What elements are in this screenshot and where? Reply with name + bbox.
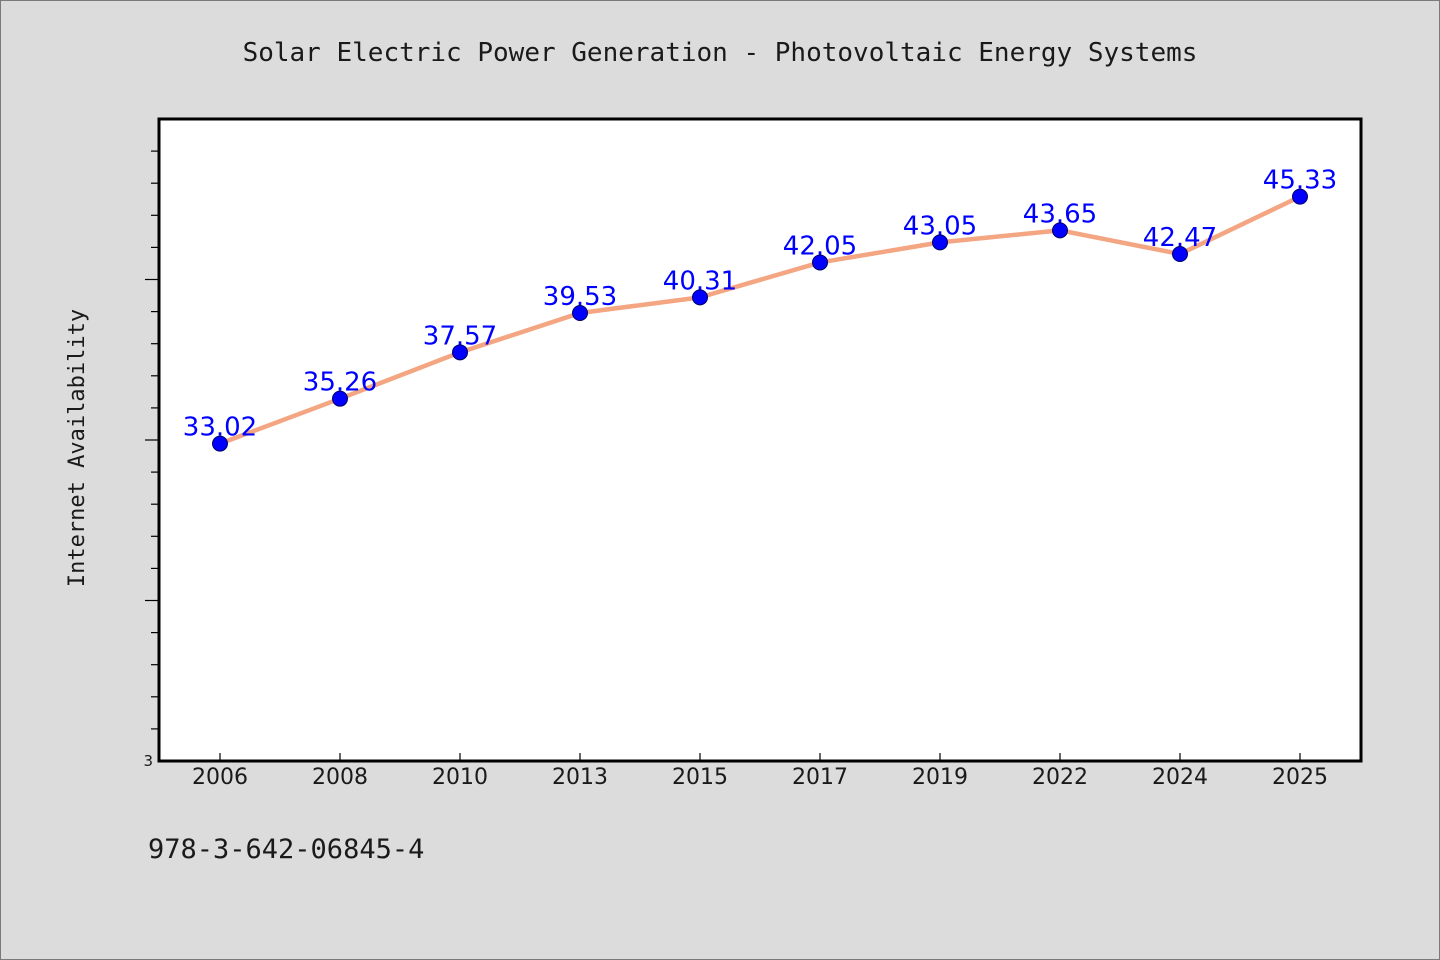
x-tick-label: 2025 <box>1272 765 1328 790</box>
data-label: 37.57 <box>423 321 497 351</box>
data-point <box>452 344 468 361</box>
data-point <box>932 234 948 251</box>
x-tick-label: 2008 <box>312 765 368 790</box>
series-layer: 33.02 35.26 37.57 39.53 40.31 42.05 43.05 43.65… <box>183 166 1337 452</box>
data-point <box>212 435 228 452</box>
data-point <box>1052 222 1068 239</box>
x-tick-label: 2013 <box>552 765 608 790</box>
data-label: 45.33 <box>1263 166 1337 196</box>
x-tick-label: 2019 <box>912 765 968 790</box>
series-line <box>219 194 1301 446</box>
x-tick-label: 2022 <box>1032 765 1088 790</box>
x-tick-label: 2010 <box>432 765 488 790</box>
data-label: 43.05 <box>903 211 977 241</box>
data-label: 39.53 <box>543 282 617 312</box>
data-label: 40.31 <box>663 266 737 296</box>
data-label: 42.05 <box>783 231 857 261</box>
data-point <box>1292 188 1308 205</box>
y-axis-ticks: 3 <box>143 150 159 770</box>
x-axis-ticks: 2006 2008 2010 2013 2015 2017 2019 2022 2024 2025 <box>192 753 1328 790</box>
data-point <box>692 289 708 306</box>
x-tick-label: 2017 <box>792 765 848 790</box>
data-label: 43.65 <box>1023 199 1097 229</box>
footer-isbn-code: 978-3-642-06845-4 <box>148 834 425 865</box>
data-point <box>1172 246 1188 263</box>
data-label: 42.47 <box>1143 223 1217 253</box>
y-tick-label: 3 <box>143 752 153 770</box>
data-label: 35.26 <box>303 368 377 398</box>
plot-area <box>157 117 1363 763</box>
chart-title: Solar Electric Power Generation - Photov… <box>243 38 1198 68</box>
x-tick-label: 2024 <box>1152 765 1208 790</box>
data-label: 33.02 <box>183 413 257 443</box>
data-point <box>812 254 828 271</box>
y-axis-label: Internet Availability <box>65 309 90 587</box>
x-tick-label: 2006 <box>192 765 248 790</box>
data-point <box>332 390 348 407</box>
data-point <box>572 305 588 322</box>
x-tick-label: 2015 <box>672 765 728 790</box>
